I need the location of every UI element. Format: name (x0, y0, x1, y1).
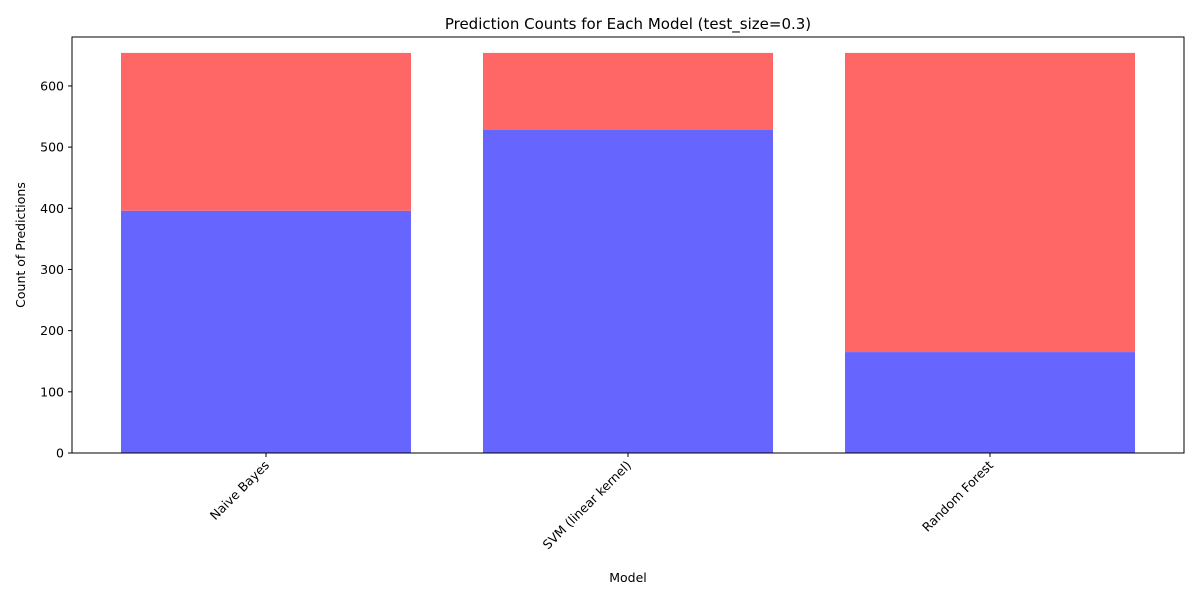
bar-series-1-naive-bayes (121, 52, 411, 211)
y-tick-label: 500 (40, 140, 64, 155)
bar-series-0-svm-linear-kernel (483, 129, 773, 454)
bars-group (121, 52, 1135, 454)
y-tick-label: 0 (56, 446, 64, 461)
y-tick-label: 100 (40, 384, 64, 399)
y-tick-label: 400 (40, 201, 64, 216)
chart-title: Prediction Counts for Each Model (test_s… (445, 15, 811, 34)
y-tick-label: 600 (40, 78, 64, 93)
bar-series-0-random-forest (845, 352, 1135, 453)
y-tick-label: 300 (40, 262, 64, 277)
y-axis-label: Count of Predictions (13, 182, 28, 308)
x-axis-label: Model (609, 570, 647, 585)
y-tick-label: 200 (40, 323, 64, 338)
bar-series-1-random-forest (845, 52, 1135, 353)
bar-series-0-naive-bayes (121, 210, 411, 453)
bar-series-1-svm-linear-kernel (483, 52, 773, 130)
y-axis-ticks: 0 100 200 300 400 500 600 (40, 78, 72, 461)
